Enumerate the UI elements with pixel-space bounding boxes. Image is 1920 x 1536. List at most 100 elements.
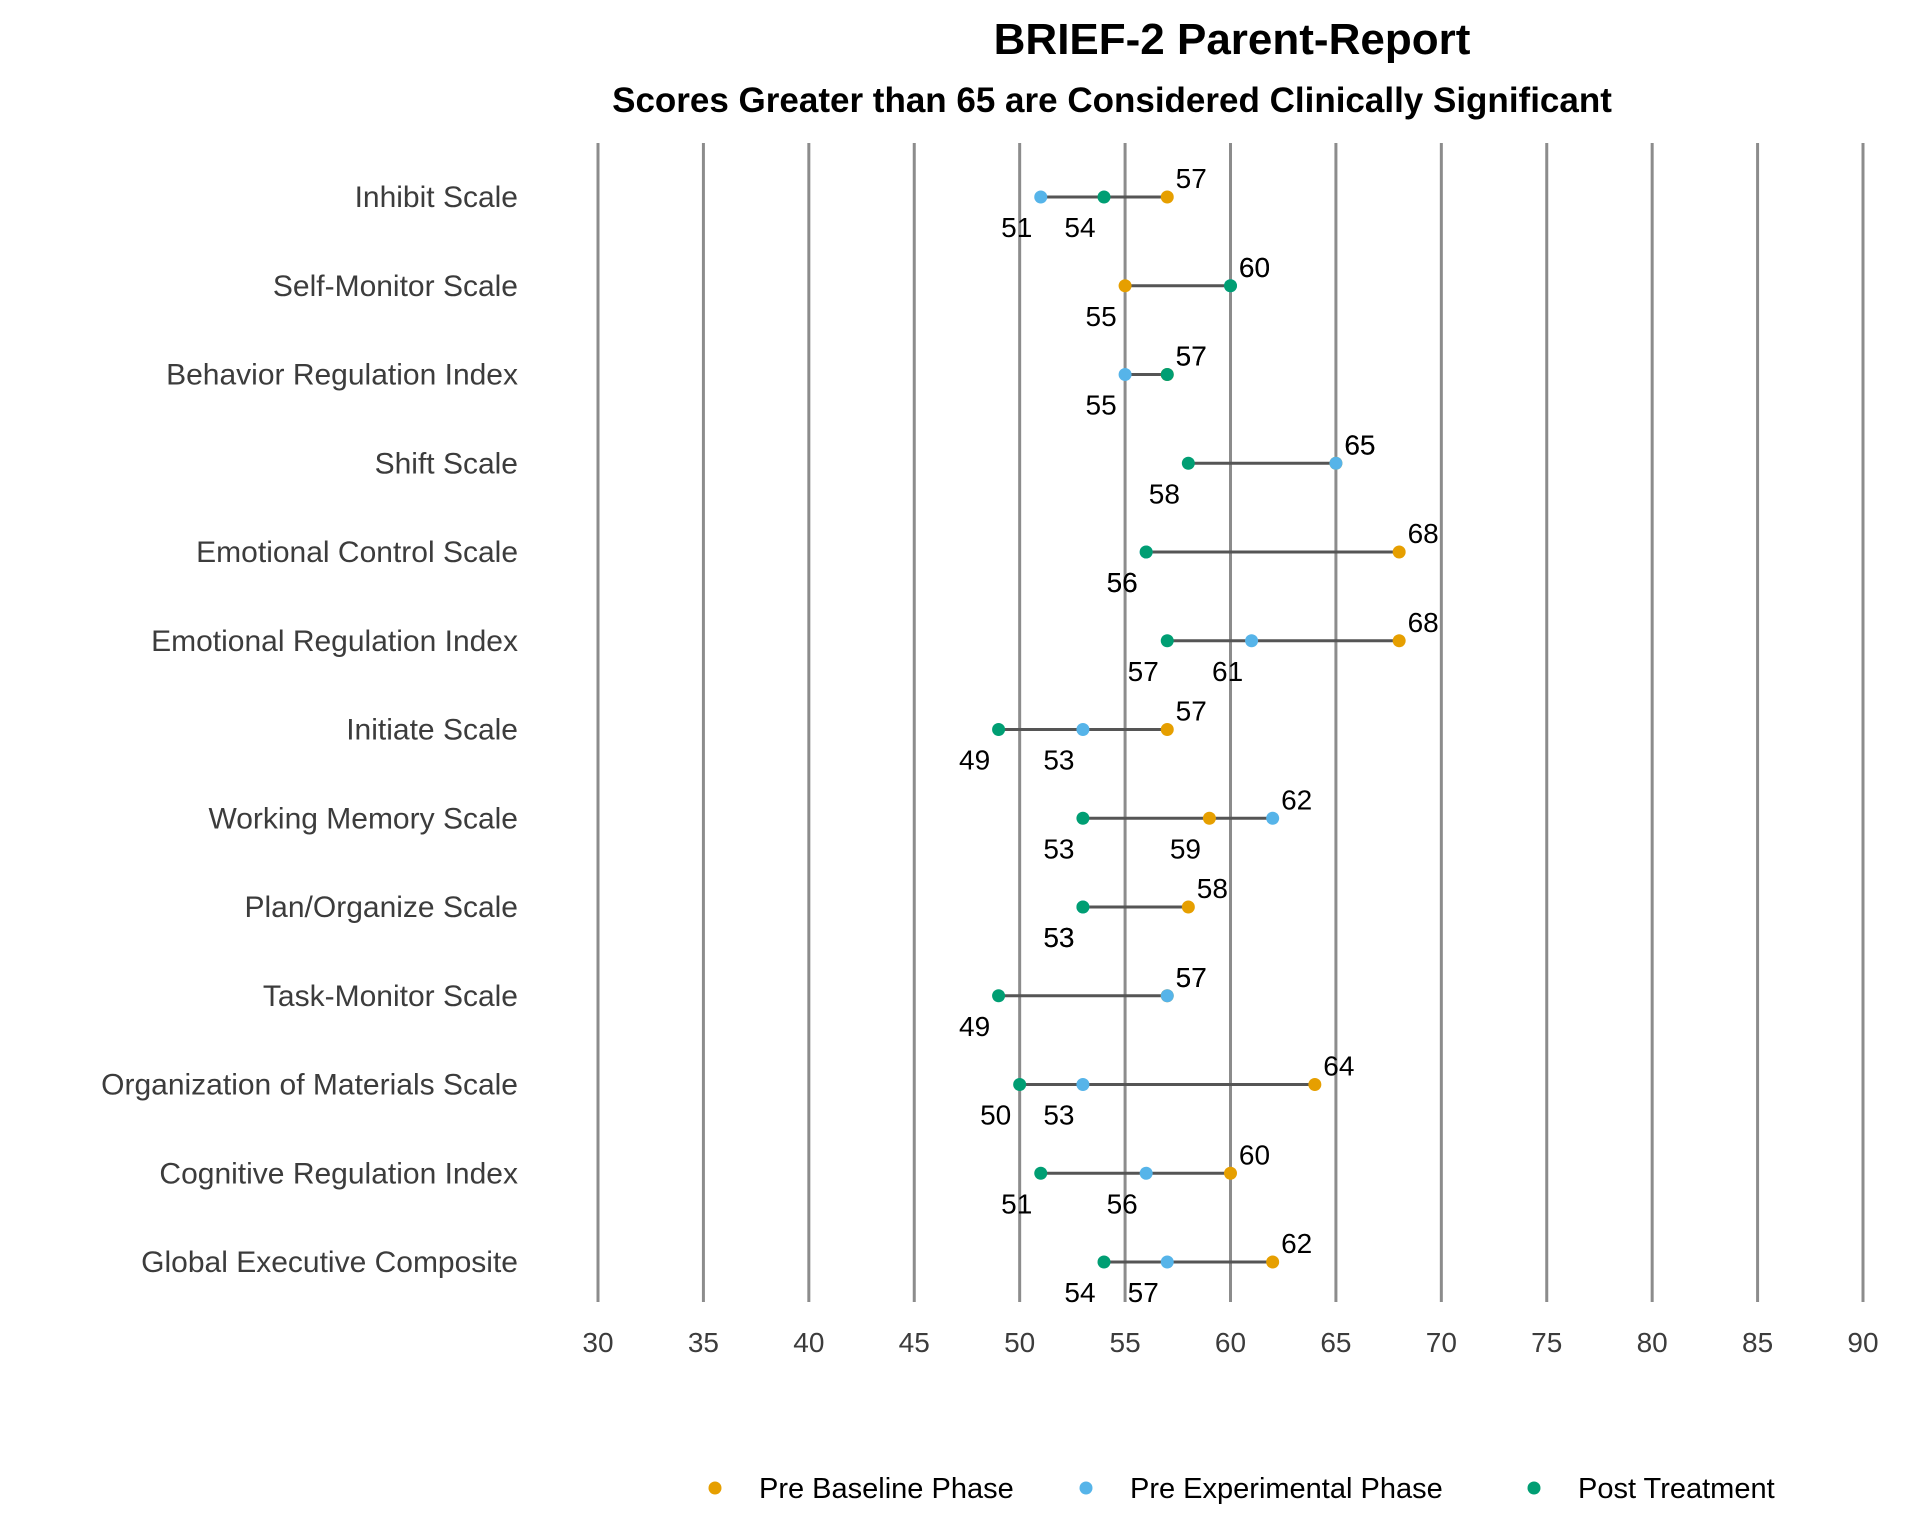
category-label: Emotional Regulation Index bbox=[151, 625, 518, 658]
value-label: 56 bbox=[1107, 1188, 1138, 1219]
data-point bbox=[1118, 279, 1132, 293]
value-label: 60 bbox=[1239, 1139, 1270, 1170]
value-label: 51 bbox=[1001, 212, 1032, 243]
value-label: 53 bbox=[1043, 1100, 1074, 1131]
data-point bbox=[1160, 190, 1174, 204]
value-label: 53 bbox=[1043, 833, 1074, 864]
value-label: 56 bbox=[1107, 567, 1138, 598]
category-label: Organization of Materials Scale bbox=[101, 1069, 518, 1102]
data-point bbox=[992, 723, 1006, 736]
data-point bbox=[1013, 1078, 1027, 1091]
value-label: 55 bbox=[1086, 301, 1117, 332]
x-tick-label: 70 bbox=[1426, 1327, 1457, 1358]
data-point bbox=[1160, 368, 1174, 381]
x-tick-label: 60 bbox=[1215, 1327, 1246, 1358]
value-label: 61 bbox=[1212, 656, 1243, 687]
value-label: 56 bbox=[1107, 567, 1138, 598]
x-tick-label: 65 bbox=[1320, 1327, 1351, 1358]
data-point bbox=[992, 989, 1006, 1003]
x-tick-label: 30 bbox=[582, 1327, 613, 1358]
value-label: 60 bbox=[1239, 252, 1270, 283]
data-points bbox=[992, 190, 1406, 1269]
data-point bbox=[1245, 634, 1259, 648]
value-label: 54 bbox=[1064, 212, 1095, 243]
category-labels: Inhibit Scale Self-Monitor Scale Behavior … bbox=[101, 181, 518, 1279]
chart-title: BRIEF-2 Parent-Report bbox=[994, 15, 1471, 64]
value-label: 53 bbox=[1043, 922, 1074, 953]
x-tick-label: 40 bbox=[793, 1327, 824, 1358]
value-label: 68 bbox=[1408, 607, 1439, 638]
value-label: 57 bbox=[1176, 962, 1207, 993]
x-tick-label: 90 bbox=[1847, 1327, 1878, 1358]
value-label: 57 bbox=[1176, 341, 1207, 372]
legend-marker bbox=[708, 1481, 722, 1495]
x-tick-label: 80 bbox=[1637, 1327, 1668, 1358]
value-label: 65 bbox=[1344, 429, 1375, 460]
data-point bbox=[1392, 634, 1406, 648]
data-point bbox=[1224, 1166, 1237, 1180]
value-label: 59 bbox=[1170, 833, 1201, 864]
data-point bbox=[1202, 811, 1216, 825]
legend-marker bbox=[1079, 1481, 1093, 1495]
data-point bbox=[1139, 1166, 1153, 1180]
category-label: Cognitive Regulation Index bbox=[159, 1157, 518, 1190]
data-point bbox=[1118, 368, 1132, 381]
data-point bbox=[1160, 1255, 1174, 1269]
data-point bbox=[1097, 190, 1111, 204]
category-label: Behavior Regulation Index bbox=[166, 359, 518, 392]
data-point bbox=[1308, 1078, 1322, 1091]
data-point bbox=[1266, 1255, 1280, 1269]
value-label: 62 bbox=[1281, 1228, 1312, 1259]
value-label: 53 bbox=[1043, 745, 1074, 776]
data-point bbox=[1181, 456, 1195, 470]
data-point bbox=[1076, 900, 1090, 914]
value-label: 68 bbox=[1408, 518, 1439, 549]
value-label: 58 bbox=[1197, 873, 1228, 904]
data-point bbox=[1181, 900, 1195, 914]
x-axis-tick-labels: 30 35 40 45 50 55 60 65 70 75 80 85 90 bbox=[582, 1327, 1878, 1358]
data-point bbox=[1076, 811, 1090, 825]
value-label: 57 bbox=[1176, 962, 1207, 993]
value-label: 57 bbox=[1176, 341, 1207, 372]
category-label: Working Memory Scale bbox=[208, 802, 518, 835]
data-point bbox=[1160, 723, 1174, 736]
data-point bbox=[1097, 1255, 1111, 1269]
category-label: Inhibit Scale bbox=[355, 181, 518, 214]
x-tick-label: 55 bbox=[1110, 1327, 1141, 1358]
data-point bbox=[1329, 456, 1343, 470]
category-label: Shift Scale bbox=[375, 447, 518, 480]
data-point bbox=[1034, 190, 1048, 204]
value-label: 54 bbox=[1064, 1277, 1095, 1308]
value-label: 64 bbox=[1323, 1051, 1354, 1082]
data-point bbox=[1139, 545, 1153, 559]
value-label: 65 bbox=[1344, 429, 1375, 460]
category-label: Emotional Control Scale bbox=[196, 536, 518, 569]
value-label: 49 bbox=[959, 745, 990, 776]
data-point bbox=[1392, 545, 1406, 559]
value-label: 57 bbox=[1176, 696, 1207, 727]
x-tick-label: 75 bbox=[1531, 1327, 1562, 1358]
data-point bbox=[1224, 279, 1237, 293]
x-tick-label: 50 bbox=[1004, 1327, 1035, 1358]
value-label: 57 bbox=[1128, 1277, 1159, 1308]
legend-label: Pre Baseline Phase bbox=[759, 1473, 1014, 1505]
value-label: 50 bbox=[980, 1100, 1011, 1131]
value-label: 53 bbox=[1043, 922, 1074, 953]
value-label: 57 bbox=[1128, 656, 1159, 687]
category-label: Self-Monitor Scale bbox=[273, 270, 518, 303]
legend: Pre Baseline Phase Pre Experimental Phase… bbox=[708, 1473, 1775, 1505]
data-point bbox=[1034, 1166, 1048, 1180]
value-label: 55 bbox=[1086, 390, 1117, 421]
x-tick-label: 35 bbox=[688, 1327, 719, 1358]
data-point bbox=[1160, 634, 1174, 648]
category-label: Initiate Scale bbox=[346, 714, 518, 747]
value-label: 58 bbox=[1149, 478, 1180, 509]
value-label: 57 bbox=[1176, 163, 1207, 194]
grid-lines bbox=[596, 143, 1865, 1302]
data-point bbox=[1266, 811, 1280, 825]
chart-subtitle: Scores Greater than 65 are Considered Cl… bbox=[612, 81, 1612, 120]
category-label: Plan/Organize Scale bbox=[245, 891, 519, 924]
data-point bbox=[1076, 723, 1090, 736]
